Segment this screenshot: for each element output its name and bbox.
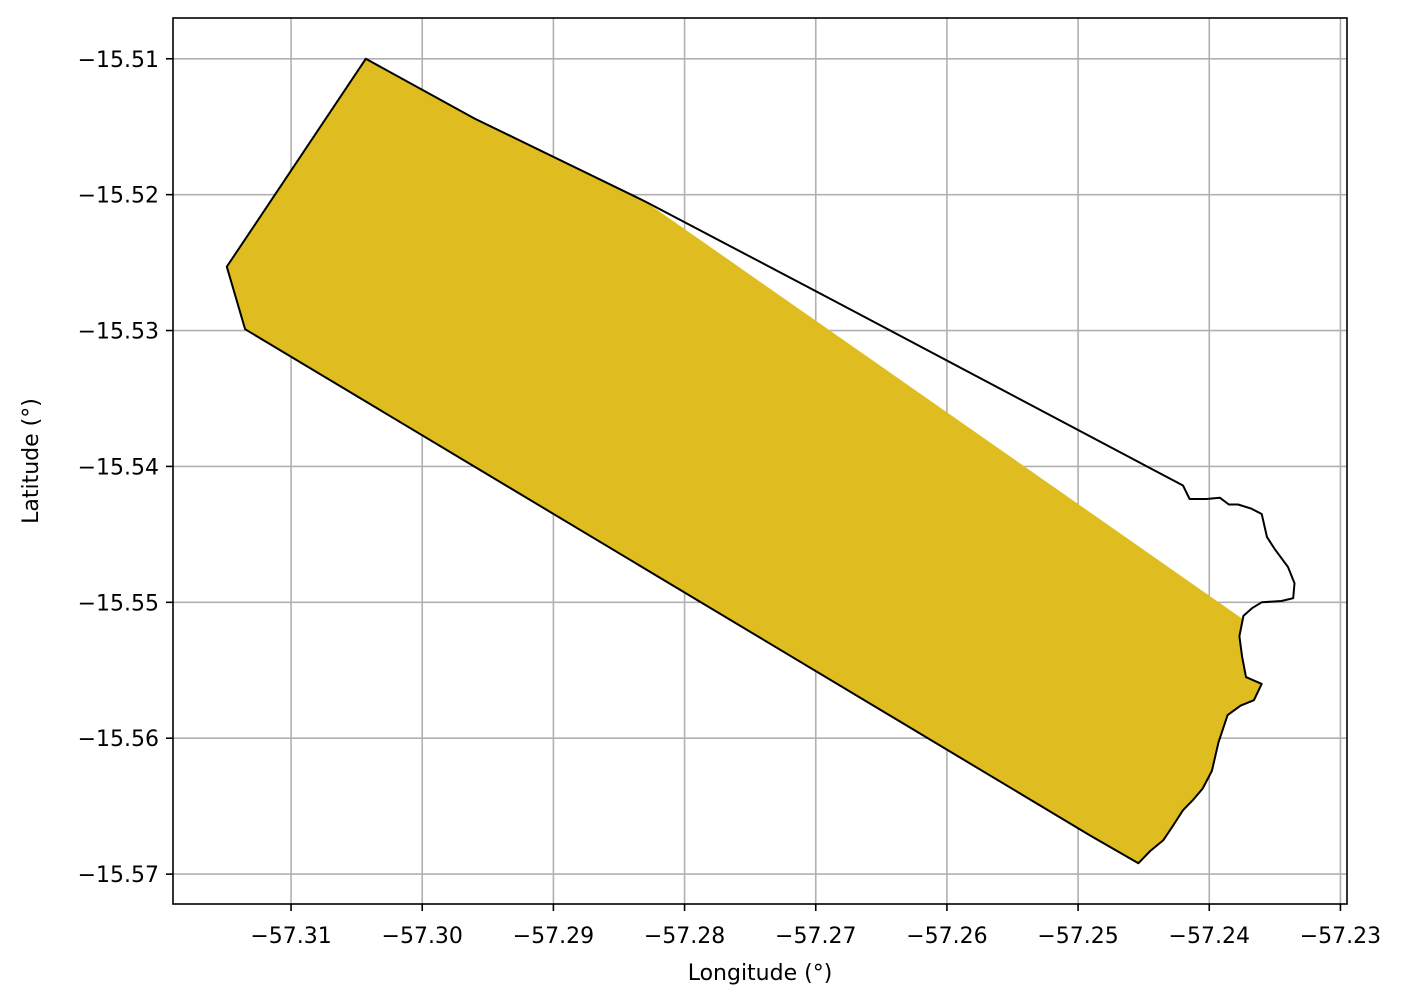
x-tick-label: −57.25	[1037, 924, 1118, 949]
y-tick-label: −15.56	[78, 727, 159, 752]
y-tick-label: −15.57	[78, 863, 159, 888]
polygon-layer	[225, 57, 1296, 865]
x-tick-label: −57.31	[250, 924, 331, 949]
boundary-outline	[225, 57, 1296, 865]
x-tick-label: −57.24	[1169, 924, 1250, 949]
x-tick-label: −57.26	[906, 924, 987, 949]
y-axis: −15.51 −15.52 −15.53 −15.54 −15.55 −15.56 −15.…	[78, 48, 173, 888]
y-tick-label: −15.54	[78, 455, 159, 480]
x-axis: −57.31 −57.30 −57.29 −57.28 −57.27 −57.26 −57.…	[250, 904, 1381, 949]
x-tick-label: −57.28	[644, 924, 725, 949]
y-axis-label: Latitude (°)	[19, 398, 44, 524]
filled-region	[226, 58, 1262, 864]
y-tick-label: −15.51	[78, 48, 159, 73]
x-axis-label: Longitude (°)	[688, 961, 833, 986]
axes-frame	[172, 17, 1348, 905]
y-tick-label: −15.53	[78, 320, 159, 345]
x-tick-label: −57.29	[513, 924, 594, 949]
y-tick-label: −15.52	[78, 184, 159, 209]
x-tick-label: −57.30	[382, 924, 463, 949]
x-tick-label: −57.27	[775, 924, 856, 949]
y-tick-label: −15.55	[78, 591, 159, 616]
x-tick-label: −57.23	[1300, 924, 1381, 949]
